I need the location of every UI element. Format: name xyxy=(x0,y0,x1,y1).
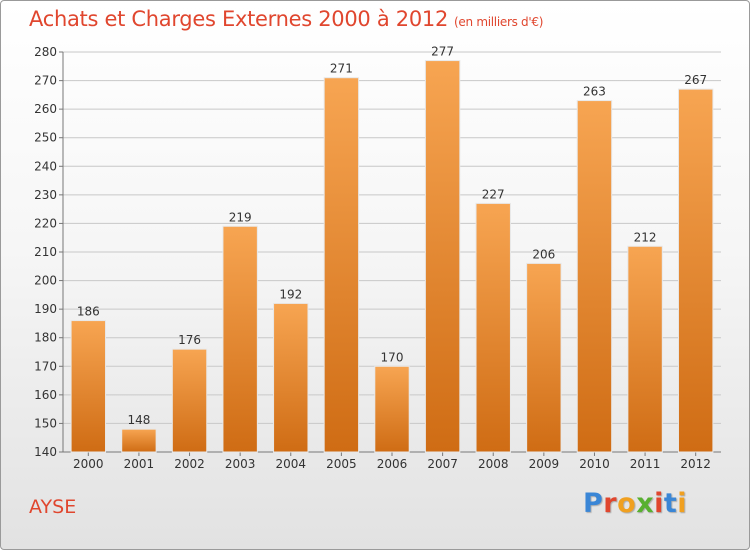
data-label-2002: 176 xyxy=(178,333,201,347)
data-label-2000: 186 xyxy=(77,305,100,319)
bar-2011 xyxy=(627,245,663,453)
logo-letter: i xyxy=(677,488,688,519)
x-tick-label: 2002 xyxy=(174,457,205,471)
x-tick-label: 2012 xyxy=(680,457,711,471)
bar-2008 xyxy=(475,202,511,453)
bar-2012 xyxy=(677,88,714,453)
y-tick-label: 140 xyxy=(34,445,57,459)
y-tick-label: 270 xyxy=(34,74,57,88)
chart-subtitle: (en milliers d'€) xyxy=(454,15,544,29)
logo-letter: P xyxy=(583,488,604,519)
x-tick-label: 2005 xyxy=(326,457,357,471)
data-label-2012: 267 xyxy=(684,73,707,87)
bars xyxy=(70,60,714,453)
y-tick-label: 170 xyxy=(34,359,57,373)
bar-2009 xyxy=(526,262,562,453)
bar-2006 xyxy=(374,365,410,453)
data-label-2007: 277 xyxy=(431,45,454,59)
y-tick-label: 230 xyxy=(34,188,57,202)
data-label-2005: 271 xyxy=(330,62,353,76)
data-label-2008: 227 xyxy=(482,187,505,201)
bar-2001 xyxy=(121,428,157,453)
y-tick-label: 160 xyxy=(34,388,57,402)
bar-2003 xyxy=(222,225,258,453)
x-tick-label: 2000 xyxy=(73,457,104,471)
y-tick-label: 190 xyxy=(34,302,57,316)
x-tick-label: 2001 xyxy=(124,457,155,471)
bar-2002 xyxy=(171,348,208,453)
x-tick-label: 2010 xyxy=(579,457,610,471)
y-tick-label: 240 xyxy=(34,159,57,173)
commune-name: AYSE xyxy=(29,496,77,518)
y-tick-label: 180 xyxy=(34,331,57,345)
data-label-2010: 263 xyxy=(583,85,606,99)
y-tick-label: 210 xyxy=(34,245,57,259)
proxiti-logo[interactable]: Proxiti xyxy=(583,488,687,519)
bar-2000 xyxy=(70,320,107,453)
x-tick-label: 2008 xyxy=(478,457,509,471)
bar-2007 xyxy=(424,60,461,453)
logo-letter: i xyxy=(654,488,664,519)
logo-letter: t xyxy=(663,488,678,519)
y-tick-label: 280 xyxy=(34,45,57,59)
x-tick-label: 2011 xyxy=(630,457,661,471)
data-label-2004: 192 xyxy=(279,287,302,301)
data-label-2009: 206 xyxy=(532,247,555,261)
logo-letter: o xyxy=(617,488,637,519)
x-tick-label: 2004 xyxy=(275,457,306,471)
y-tick-label: 200 xyxy=(34,274,57,288)
data-label-2001: 148 xyxy=(127,413,150,427)
labels: 186 2000 148 2001 176 2002 219 2003 192 2004 271 20… xyxy=(73,45,711,471)
x-tick-label: 2006 xyxy=(377,457,408,471)
logo-letter: r xyxy=(603,488,618,519)
chart-title-text: Achats et Charges Externes 2000 à 2012 xyxy=(29,7,449,31)
y-tick-label: 220 xyxy=(34,216,57,230)
x-tick-label: 2009 xyxy=(529,457,560,471)
bar-2010 xyxy=(576,100,613,453)
y-tick-label: 250 xyxy=(34,131,57,145)
bar-2005 xyxy=(323,77,360,453)
data-label-2003: 219 xyxy=(229,210,252,224)
logo-letter: x xyxy=(636,488,655,519)
x-tick-label: 2007 xyxy=(427,457,458,471)
data-label-2006: 170 xyxy=(381,350,404,364)
bar-2004 xyxy=(273,302,309,453)
y-tick-label: 150 xyxy=(34,416,57,430)
x-tick-label: 2003 xyxy=(225,457,256,471)
y-tick-label: 260 xyxy=(34,102,57,116)
data-label-2011: 212 xyxy=(634,230,657,244)
chart-title: Achats et Charges Externes 2000 à 2012 (e… xyxy=(29,7,543,31)
